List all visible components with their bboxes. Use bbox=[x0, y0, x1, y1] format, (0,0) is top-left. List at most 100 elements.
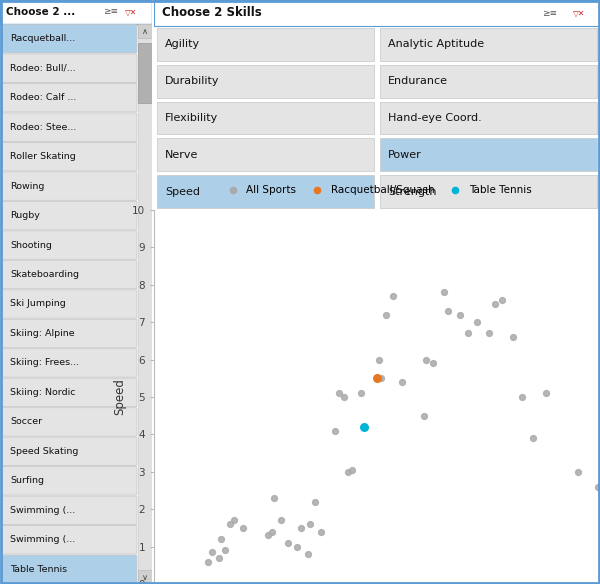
Text: Shooting: Shooting bbox=[10, 241, 52, 249]
Text: Ski Jumping: Ski Jumping bbox=[10, 300, 66, 308]
Text: Skateboarding: Skateboarding bbox=[10, 270, 79, 279]
Point bbox=[439, 287, 449, 297]
Point bbox=[305, 520, 315, 529]
Point bbox=[374, 355, 384, 364]
Text: Swimming (...: Swimming (... bbox=[10, 536, 75, 544]
Text: Power: Power bbox=[388, 150, 422, 160]
Point bbox=[542, 388, 551, 398]
Text: ▽✕: ▽✕ bbox=[573, 9, 586, 18]
Bar bbox=[157, 28, 374, 61]
Point bbox=[296, 523, 306, 533]
Point bbox=[277, 516, 286, 525]
Bar bbox=[380, 65, 597, 98]
Bar bbox=[138, 24, 152, 38]
Text: Choose 2 Skills: Choose 2 Skills bbox=[162, 6, 262, 19]
Point bbox=[421, 355, 431, 364]
Text: Choose 2 ...: Choose 2 ... bbox=[6, 7, 75, 17]
Point bbox=[381, 310, 391, 319]
Bar bbox=[138, 43, 152, 103]
Text: Flexibility: Flexibility bbox=[165, 113, 218, 123]
Point bbox=[203, 557, 212, 566]
FancyBboxPatch shape bbox=[1, 349, 137, 377]
Point bbox=[573, 467, 583, 477]
Point bbox=[263, 531, 272, 540]
Text: Analytic Aptitude: Analytic Aptitude bbox=[388, 39, 484, 50]
Point bbox=[303, 550, 313, 559]
Point bbox=[339, 392, 349, 402]
Text: Skiing: Nordic: Skiing: Nordic bbox=[10, 388, 76, 397]
Point bbox=[377, 374, 386, 383]
FancyBboxPatch shape bbox=[1, 378, 137, 406]
Point bbox=[316, 527, 326, 536]
Text: Rodeo: Bull/...: Rodeo: Bull/... bbox=[10, 64, 76, 73]
Text: ≥≡: ≥≡ bbox=[542, 9, 557, 18]
Text: Soccer: Soccer bbox=[10, 418, 42, 426]
FancyBboxPatch shape bbox=[1, 113, 137, 141]
FancyBboxPatch shape bbox=[1, 142, 137, 171]
Point bbox=[419, 411, 428, 420]
Point bbox=[269, 493, 279, 503]
Point bbox=[292, 542, 302, 551]
Text: Agility: Agility bbox=[165, 39, 200, 50]
Point bbox=[455, 310, 464, 319]
Text: Roller Skating: Roller Skating bbox=[10, 152, 76, 161]
Point bbox=[225, 520, 235, 529]
Point bbox=[473, 318, 482, 327]
Bar bbox=[380, 138, 597, 171]
Text: ≥≡: ≥≡ bbox=[103, 8, 118, 16]
Point bbox=[388, 291, 397, 301]
Text: Durability: Durability bbox=[165, 76, 220, 86]
Bar bbox=[138, 570, 152, 584]
Point bbox=[334, 388, 344, 398]
Bar bbox=[154, 0, 600, 26]
Bar bbox=[157, 138, 374, 171]
Text: Skiing: Alpine: Skiing: Alpine bbox=[10, 329, 74, 338]
Bar bbox=[0, 0, 152, 24]
FancyBboxPatch shape bbox=[1, 496, 137, 524]
Point bbox=[443, 307, 453, 316]
Text: Swimming (...: Swimming (... bbox=[10, 506, 75, 515]
Point bbox=[214, 553, 223, 562]
Point bbox=[347, 465, 357, 475]
Text: Racquetball...: Racquetball... bbox=[10, 34, 75, 43]
Text: Skiing: Frees...: Skiing: Frees... bbox=[10, 359, 79, 367]
Point bbox=[497, 295, 506, 304]
Text: Speed Skating: Speed Skating bbox=[10, 447, 79, 456]
Point bbox=[397, 377, 406, 387]
FancyBboxPatch shape bbox=[1, 555, 137, 583]
FancyBboxPatch shape bbox=[1, 437, 137, 465]
Point bbox=[207, 548, 217, 557]
Text: Strength: Strength bbox=[388, 187, 437, 197]
Bar bbox=[157, 65, 374, 98]
Text: ∨: ∨ bbox=[142, 572, 148, 582]
Text: Rodeo: Stee...: Rodeo: Stee... bbox=[10, 123, 76, 131]
Text: Rodeo: Calf ...: Rodeo: Calf ... bbox=[10, 93, 76, 102]
Point bbox=[372, 374, 382, 383]
Point bbox=[238, 523, 248, 533]
Bar bbox=[380, 102, 597, 134]
Bar bbox=[157, 102, 374, 134]
FancyBboxPatch shape bbox=[1, 408, 137, 436]
Point bbox=[283, 538, 293, 548]
Point bbox=[490, 299, 500, 308]
Text: Speed: Speed bbox=[165, 187, 200, 197]
Legend: All Sports, Racquetball/Squash, Table Tennis: All Sports, Racquetball/Squash, Table Te… bbox=[223, 185, 532, 195]
Text: Nerve: Nerve bbox=[165, 150, 199, 160]
Bar bbox=[138, 24, 152, 584]
Bar bbox=[380, 28, 597, 61]
Point bbox=[359, 422, 368, 432]
Text: ∧: ∧ bbox=[142, 26, 148, 36]
FancyBboxPatch shape bbox=[1, 54, 137, 82]
Point bbox=[343, 467, 353, 477]
Point bbox=[529, 433, 538, 443]
Text: Rowing: Rowing bbox=[10, 182, 44, 190]
FancyBboxPatch shape bbox=[1, 172, 137, 200]
Bar bbox=[157, 175, 374, 208]
FancyBboxPatch shape bbox=[1, 526, 137, 554]
FancyBboxPatch shape bbox=[1, 231, 137, 259]
Point bbox=[484, 329, 493, 338]
Text: Rugby: Rugby bbox=[10, 211, 40, 220]
Y-axis label: Speed: Speed bbox=[113, 378, 126, 415]
Point bbox=[216, 534, 226, 544]
Point bbox=[229, 516, 239, 525]
